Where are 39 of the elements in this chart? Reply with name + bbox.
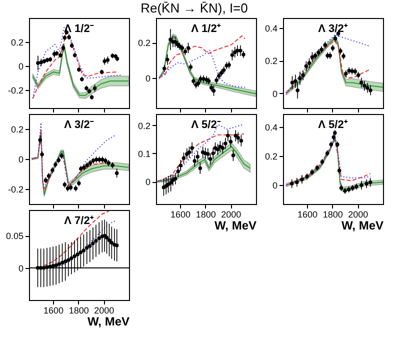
y-tick-label: 0 bbox=[272, 88, 278, 99]
x-axis-title: W, MeV bbox=[214, 218, 256, 232]
y-tick-label: 0.2 bbox=[10, 124, 24, 134]
x-tick-label: 1800 bbox=[196, 210, 216, 220]
chart-title: Λ 3/2⁺ bbox=[318, 23, 348, 35]
x-tick-label: 1600 bbox=[44, 306, 64, 316]
x-tick-label: 1800 bbox=[322, 210, 343, 220]
y-tick-label: 0.2 bbox=[264, 56, 278, 66]
y-tick-label: 0.2 bbox=[138, 38, 150, 48]
x-axis-title: W, MeV bbox=[87, 314, 130, 328]
y-tick-label: 0.2 bbox=[138, 120, 150, 131]
chart-title: Λ 5/2⁺ bbox=[318, 119, 348, 131]
y-tick-label: 0 bbox=[145, 177, 150, 187]
chart-title: Λ 7/2⁺ bbox=[64, 215, 94, 227]
x-tick-label: 1600 bbox=[298, 210, 318, 220]
y-tick-label: 0 bbox=[18, 62, 24, 72]
text: Λ 5/2⁻ bbox=[191, 119, 221, 131]
chart-title: Λ 3/2⁻ bbox=[64, 119, 94, 131]
x-axis-title: W, MeV bbox=[341, 218, 384, 232]
text: Re(K̄N → K̄N), I=0 bbox=[140, 0, 248, 16]
y-tick-label: 0.2 bbox=[10, 38, 24, 48]
y-tick-label: 0 bbox=[18, 263, 24, 274]
x-tick-label: 2000 bbox=[94, 306, 114, 316]
x-tick-label: 1600 bbox=[170, 210, 191, 220]
x-tick-label: 2000 bbox=[348, 210, 368, 220]
y-tick-label: 0.4 bbox=[264, 23, 278, 34]
y-tick-label: 0.05 bbox=[6, 231, 24, 242]
x-tick-label: 1800 bbox=[68, 306, 89, 316]
y-tick-label: 0 bbox=[272, 180, 278, 191]
y-tick-label: 0 bbox=[145, 74, 150, 84]
y-tick-label: 0.1 bbox=[138, 148, 150, 159]
chart-title: Λ 1/2⁻ bbox=[64, 23, 94, 35]
y-tick-label: 0.2 bbox=[264, 152, 278, 162]
y-tick-label: -0.2 bbox=[8, 86, 24, 96]
chart-title: Λ 1/2⁺ bbox=[191, 23, 221, 35]
x-tick-label: 2000 bbox=[221, 210, 242, 220]
y-tick-label: 0 bbox=[18, 154, 24, 164]
y-tick-label: 0.4 bbox=[264, 122, 278, 133]
y-tick-label: -0.2 bbox=[8, 184, 24, 194]
